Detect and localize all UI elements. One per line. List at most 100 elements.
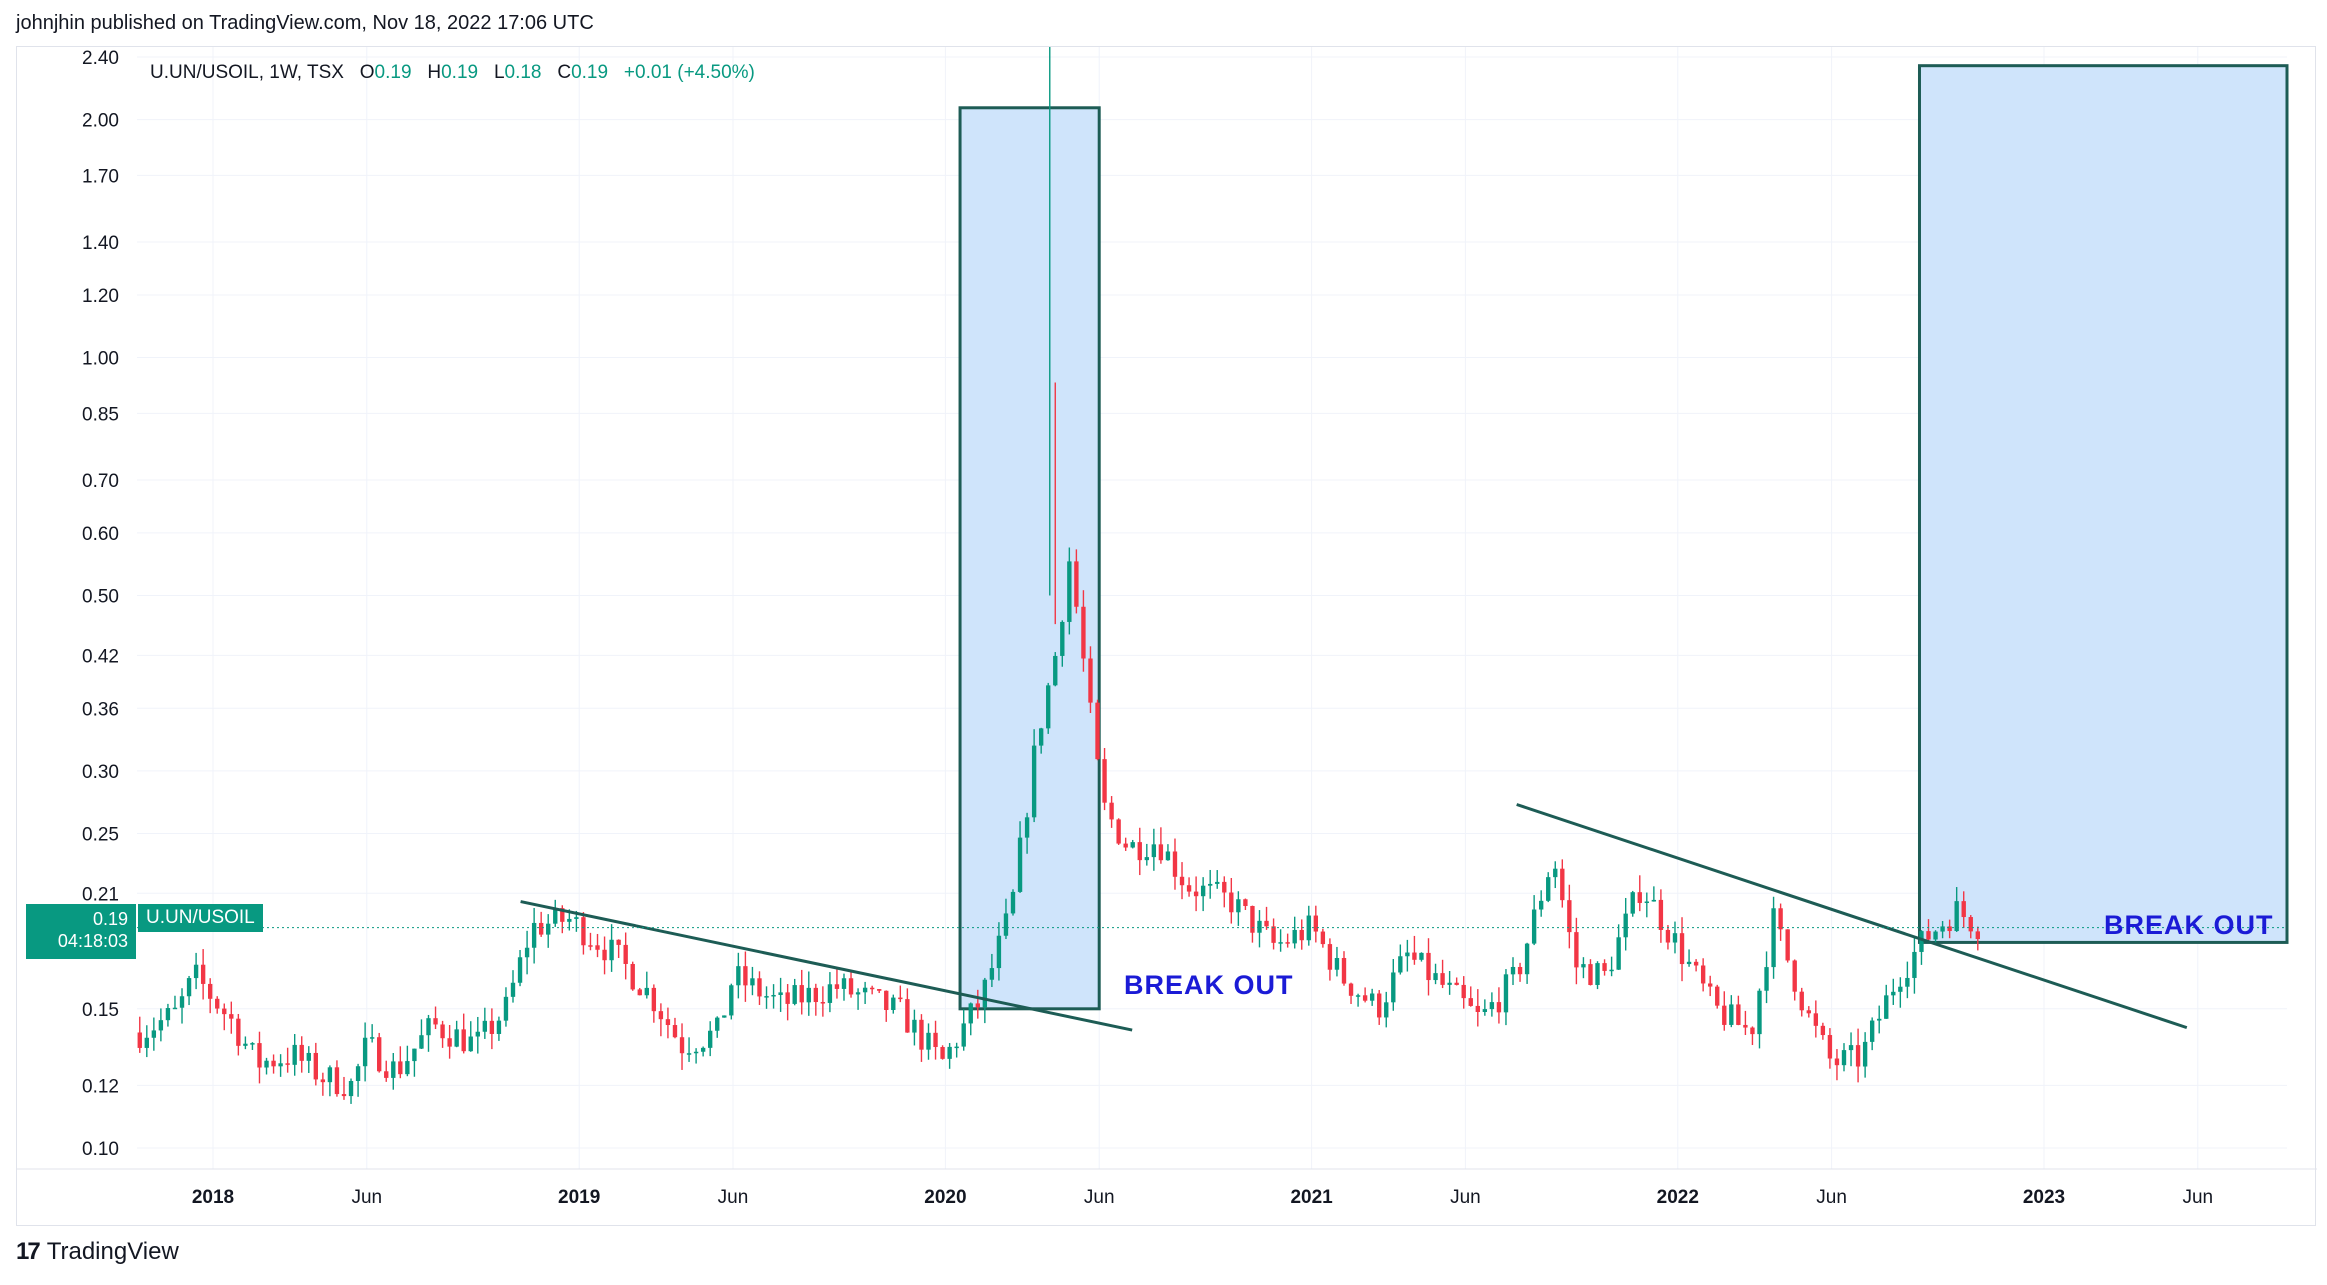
candle-body (1200, 885, 1206, 897)
y-tick-label: 1.70 (82, 166, 119, 187)
candle-body (1869, 1020, 1875, 1042)
candle-body (785, 992, 790, 1004)
candle-body (151, 1030, 157, 1038)
candle-body (243, 1043, 248, 1046)
candle-body (1348, 983, 1354, 996)
candle-body (1116, 819, 1121, 844)
price-chart[interactable]: 2.40 2.00 1.70 1.40 1.20 1.00 0.85 0.70 0.60 0.50… (17, 47, 2317, 1227)
candle-body (1010, 891, 1016, 914)
candle-body (362, 1037, 368, 1067)
y-tick-label: 1.00 (82, 349, 119, 370)
candle-body (1341, 957, 1347, 984)
candle-body (1109, 802, 1114, 820)
candle-body (595, 945, 600, 950)
y-tick-label: 0.10 (82, 1139, 119, 1160)
candle-body (1785, 929, 1790, 961)
candle-body (1412, 952, 1417, 960)
candle-body (144, 1037, 149, 1048)
candle-body (1475, 1005, 1480, 1012)
candle-body (1877, 1018, 1882, 1021)
candle-body (1898, 986, 1903, 992)
candle-body (1081, 606, 1086, 659)
candle-body (1165, 851, 1171, 861)
candle-body (1038, 728, 1044, 746)
candle-body (602, 949, 607, 961)
candle-body (891, 997, 896, 1010)
candle-body (1179, 876, 1185, 886)
candle-body (1461, 984, 1466, 999)
candle-body (292, 1044, 297, 1065)
candle-body (1722, 1005, 1727, 1025)
candle-body (1257, 920, 1262, 933)
tradingview-logo[interactable]: 17 TradingView (16, 1238, 179, 1266)
candle-body (1553, 868, 1558, 878)
candle-body (1222, 881, 1227, 893)
candle-body (1560, 868, 1565, 901)
candle-body (1841, 1050, 1847, 1066)
y-tick-label: 0.15 (82, 1000, 119, 1021)
candle-body (1137, 842, 1142, 861)
bar-countdown: 04:18:03 (57, 931, 128, 951)
candle-body (912, 1019, 917, 1033)
x-tick-label: Jun (1450, 1187, 1481, 1208)
y-tick-label: 0.85 (82, 404, 119, 425)
trendline-1 (520, 900, 1133, 1032)
candle-body (377, 1037, 382, 1072)
candle-body (644, 987, 649, 996)
x-tick-label: 2021 (1290, 1187, 1333, 1208)
candle-body (609, 939, 614, 961)
candle-body (686, 1053, 692, 1055)
candle-body (1884, 995, 1889, 1019)
last-price: 0.19 (92, 909, 128, 929)
candle-body (1708, 983, 1713, 987)
candle-body (1243, 899, 1248, 907)
candle-body (271, 1060, 276, 1067)
legend-h-label: H (427, 62, 442, 83)
candle-body (1031, 745, 1037, 818)
candle-body (341, 1094, 347, 1097)
x-tick-label: Jun (718, 1187, 749, 1208)
candle-body (1067, 561, 1072, 622)
candle-body (1123, 843, 1128, 848)
candle-body (1693, 961, 1699, 966)
y-tick-label: 0.25 (82, 824, 119, 845)
candle-body (236, 1018, 241, 1046)
candle-body (1538, 900, 1544, 910)
candle-body (827, 984, 833, 1003)
candle-body (1510, 966, 1516, 975)
candle-body (172, 1007, 178, 1010)
y-tick-label: 0.70 (82, 471, 119, 492)
candle-body (1355, 995, 1361, 997)
legend-o-label: O (359, 62, 375, 83)
y-tick-label: 0.42 (82, 646, 119, 667)
candle-body (1975, 931, 1980, 940)
candle-body (1327, 944, 1333, 970)
candle-body (426, 1018, 431, 1036)
candle-body (1905, 977, 1910, 987)
chart-frame[interactable]: 2.40 2.00 1.70 1.40 1.20 1.00 0.85 0.70 0.60 0.50… (16, 46, 2317, 1227)
candle-body (1313, 915, 1319, 932)
candle-body (933, 1032, 938, 1048)
candle-body (848, 978, 854, 995)
y-tick-label: 2.40 (82, 48, 119, 69)
candle-body (215, 998, 220, 1009)
legend-change: +0.01 (+4.50%) (623, 62, 755, 83)
x-tick-label: 2020 (924, 1187, 966, 1208)
candle-body (813, 987, 819, 1003)
candle-body (475, 1031, 480, 1037)
y-tick-label: 0.36 (82, 699, 119, 720)
candle-body (750, 978, 755, 986)
candle-body (623, 944, 628, 964)
candle-body (1292, 929, 1297, 944)
candle-body (672, 1025, 678, 1038)
candle-body (1095, 702, 1100, 760)
candle-body (1567, 900, 1572, 933)
candle-body (1940, 926, 1945, 932)
candle-body (355, 1066, 361, 1081)
candle-body (665, 1019, 671, 1026)
y-tick-label: 0.60 (82, 524, 119, 545)
candle-body (1271, 926, 1276, 943)
candle-body (1616, 937, 1621, 970)
candle-body (722, 1015, 727, 1018)
candle-body (1546, 877, 1551, 901)
